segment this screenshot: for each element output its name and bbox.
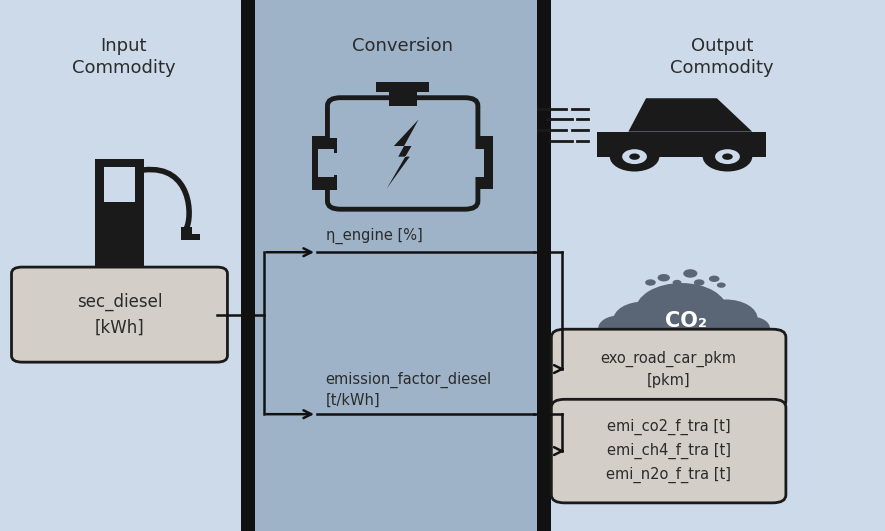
Polygon shape	[387, 119, 419, 189]
Bar	[181, 227, 192, 240]
Bar	[104, 167, 135, 202]
Bar	[465, 136, 493, 189]
Polygon shape	[628, 98, 752, 132]
Circle shape	[731, 316, 770, 340]
Bar	[312, 136, 341, 189]
Bar	[537, 0, 551, 531]
FancyBboxPatch shape	[551, 329, 786, 409]
Bar	[389, 84, 417, 106]
Text: emission_factor_diesel
[t/kWh]: emission_factor_diesel [t/kWh]	[326, 372, 492, 408]
Text: Input
Commodity: Input Commodity	[72, 37, 176, 78]
Circle shape	[715, 149, 740, 164]
Bar	[181, 234, 201, 240]
Circle shape	[673, 280, 681, 285]
Text: Output
Commodity: Output Commodity	[670, 37, 774, 78]
Circle shape	[613, 302, 673, 338]
Circle shape	[677, 313, 734, 347]
Circle shape	[694, 299, 758, 338]
Bar	[312, 175, 337, 190]
Bar	[376, 82, 429, 92]
Circle shape	[709, 276, 720, 282]
Bar	[468, 149, 484, 177]
Text: sec_diesel
[kWh]: sec_diesel [kWh]	[77, 293, 162, 336]
Bar	[248, 0, 544, 531]
Text: Conversion: Conversion	[352, 37, 453, 55]
Bar	[96, 159, 143, 266]
Circle shape	[694, 279, 704, 286]
Circle shape	[598, 315, 641, 341]
Text: exo_road_car_pkm
[pkm]: exo_road_car_pkm [pkm]	[601, 350, 736, 388]
Polygon shape	[597, 132, 766, 157]
Bar	[318, 149, 334, 177]
Circle shape	[722, 153, 733, 160]
Circle shape	[645, 279, 656, 286]
FancyBboxPatch shape	[551, 399, 786, 503]
Text: η_engine [%]: η_engine [%]	[326, 228, 422, 244]
Bar	[241, 0, 255, 531]
Circle shape	[610, 142, 659, 172]
FancyBboxPatch shape	[12, 267, 227, 362]
Text: emi_co2_f_tra [t]
emi_ch4_f_tra [t]
emi_n2o_f_tra [t]: emi_co2_f_tra [t] emi_ch4_f_tra [t] emi_…	[606, 419, 731, 483]
Bar	[312, 138, 337, 153]
Circle shape	[629, 153, 640, 160]
Circle shape	[683, 269, 697, 278]
Circle shape	[658, 274, 670, 281]
Circle shape	[703, 142, 752, 172]
FancyBboxPatch shape	[327, 98, 478, 209]
Circle shape	[635, 283, 727, 338]
Circle shape	[622, 149, 647, 164]
Text: CO₂: CO₂	[665, 311, 707, 331]
Circle shape	[635, 310, 702, 350]
Circle shape	[717, 282, 726, 288]
Bar	[87, 266, 152, 275]
